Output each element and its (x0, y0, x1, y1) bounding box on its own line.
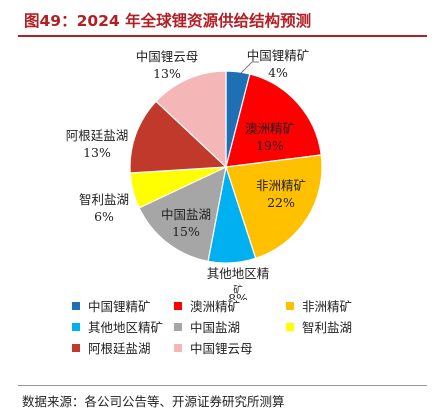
slice-category-label: 澳洲精矿 (245, 121, 295, 136)
slice-value-label: 6% (94, 209, 114, 224)
legend-swatch (174, 301, 182, 310)
legend-item: 非洲精矿 (286, 296, 352, 315)
slice-category-label: 智利盐湖 (79, 192, 129, 207)
pie-slice-7 (129, 100, 228, 174)
slice-category-label: 阿根廷盐湖 (66, 128, 129, 143)
slice-value-label: 13% (153, 66, 181, 81)
legend-swatch (72, 322, 80, 331)
pie-slice-5 (138, 165, 227, 263)
legend-swatch (174, 343, 182, 352)
slice-value-label: 13% (83, 145, 111, 160)
legend-swatch (286, 301, 294, 310)
footer-rule (18, 385, 427, 386)
legend-label: 澳洲精矿 (190, 299, 241, 314)
title-rule (18, 35, 427, 37)
legend-label: 中国锂精矿 (88, 299, 151, 314)
slice-value-label: 22% (267, 195, 295, 210)
slice-value-label: 15% (172, 224, 200, 239)
legend-swatch (72, 343, 80, 352)
legend-label: 智利盐湖 (302, 320, 353, 335)
pie-slice-2 (225, 73, 322, 168)
legend-item: 中国锂云母 (174, 338, 253, 357)
slice-category-label: 其他地区精矿 (207, 266, 270, 296)
pie-slice-8 (155, 70, 227, 169)
legend-swatch (174, 322, 182, 331)
legend-item: 其他地区精矿 (72, 317, 163, 336)
legend-label: 阿根廷盐湖 (88, 341, 151, 356)
pie-slice-3 (225, 154, 323, 260)
legend-item: 中国盐湖 (174, 317, 240, 336)
chart-title: 图49：2024 年全球锂资源供给结构预测 (24, 12, 312, 30)
legend-label: 中国盐湖 (190, 320, 241, 335)
legend-swatch (286, 322, 294, 331)
leader-line (239, 61, 259, 75)
slice-category-label: 中国盐湖 (161, 207, 211, 222)
slice-category-label: 中国锂云母 (136, 49, 199, 64)
legend-label: 其他地区精矿 (88, 320, 164, 335)
slice-category-label: 非洲精矿 (256, 178, 306, 193)
slice-value-label: 8% (228, 291, 248, 300)
slice-category-label: 中国锂精矿 (247, 48, 310, 63)
legend-label: 非洲精矿 (302, 299, 353, 314)
legend-label: 中国锂云母 (190, 341, 253, 356)
source-note: 数据来源：各公司公告等、开源证券研究所测算 (22, 394, 285, 409)
slice-value-label: 4% (268, 65, 288, 80)
legend-item: 中国锂精矿 (72, 296, 151, 315)
title-bar: 图49：2024 年全球锂资源供给结构预测 (18, 0, 427, 36)
legend-item: 澳洲精矿 (174, 296, 240, 315)
legend-swatch (72, 301, 80, 310)
legend-item: 阿根廷盐湖 (72, 338, 151, 357)
legend-item: 智利盐湖 (286, 317, 352, 336)
slice-value-label: 19% (256, 138, 284, 153)
